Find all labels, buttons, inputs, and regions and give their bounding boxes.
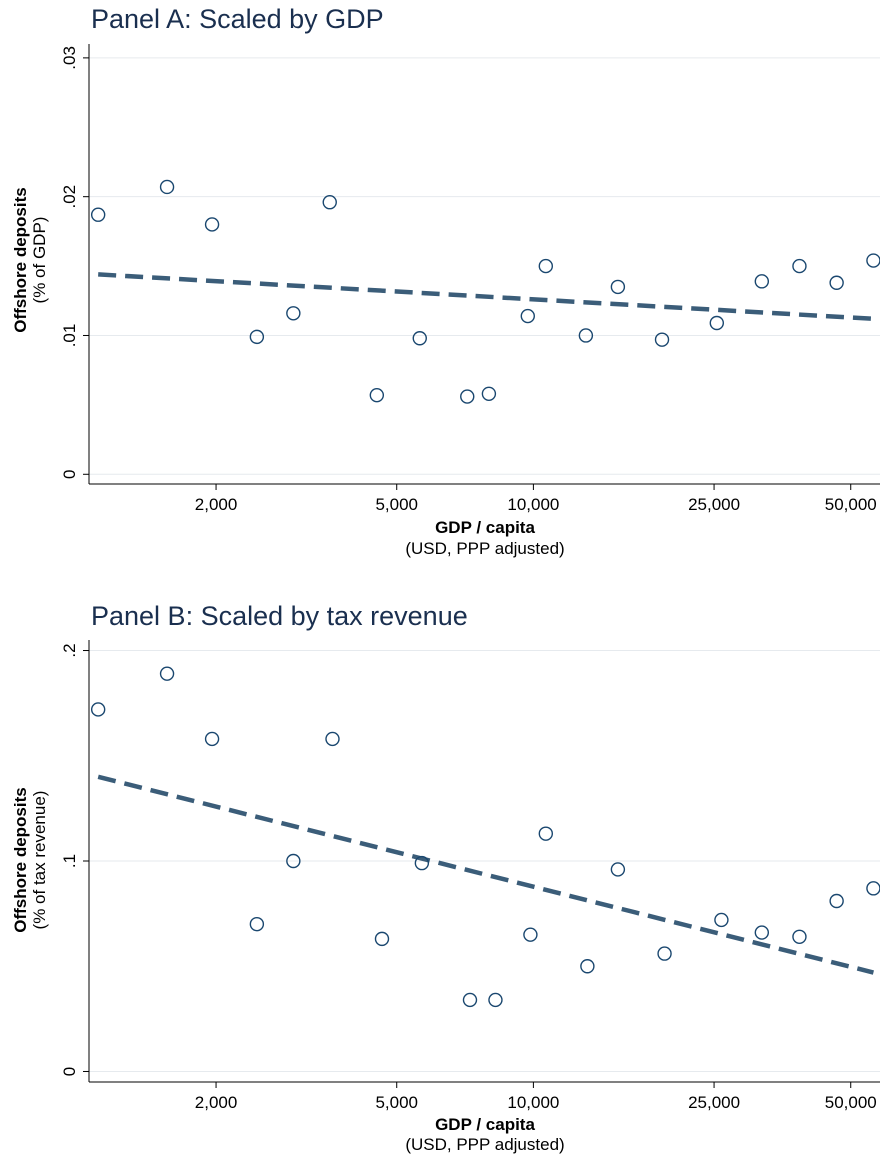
data-point xyxy=(866,253,880,268)
data-point xyxy=(523,927,538,942)
data-point xyxy=(481,386,497,401)
data-point xyxy=(792,929,807,944)
data-point xyxy=(286,853,301,869)
data-point xyxy=(204,217,220,232)
x-tick-label: 5,000 xyxy=(375,1093,418,1112)
data-point xyxy=(462,992,478,1008)
y-tick-label: 0 xyxy=(60,470,79,479)
data-point xyxy=(90,207,106,222)
data-point xyxy=(829,893,844,909)
panel-b-plot: 0 .1 .2 2,000 5,000 10,000 25,000 50,000 GDP / c… xyxy=(11,640,880,1154)
data-point xyxy=(520,308,535,324)
x-axis-subtitle: (USD, PPP adjusted) xyxy=(405,1135,564,1154)
data-point xyxy=(488,992,503,1008)
y-axis-subtitle: (% of GDP) xyxy=(30,217,49,304)
data-point xyxy=(249,916,265,932)
x-axis-title: GDP / capita xyxy=(435,518,535,537)
data-point xyxy=(159,179,175,195)
panel-a-title: Panel A: Scaled by GDP xyxy=(91,4,384,34)
data-point xyxy=(654,332,670,347)
data-point xyxy=(754,925,770,940)
panel-b-title: Panel B: Scaled by tax revenue xyxy=(91,601,468,631)
x-tick-label: 25,000 xyxy=(688,1093,740,1112)
y-axis-title: Offshore deposits xyxy=(11,187,30,332)
data-point xyxy=(322,195,337,210)
data-point xyxy=(866,881,880,896)
y-axis-title: Offshore deposits xyxy=(11,787,30,932)
x-tick-label: 50,000 xyxy=(825,1093,877,1112)
x-axis-subtitle: (USD, PPP adjusted) xyxy=(405,539,564,558)
data-point xyxy=(578,328,594,343)
data-point xyxy=(657,946,672,961)
data-point xyxy=(792,258,807,274)
x-axis-title: GDP / capita xyxy=(435,1115,535,1134)
y-tick-label: .01 xyxy=(60,324,79,348)
x-tick-label: 50,000 xyxy=(825,495,877,514)
x-tick-label: 2,000 xyxy=(195,1093,238,1112)
data-point xyxy=(460,389,475,404)
y-tick-label: .1 xyxy=(60,854,79,868)
panel-a-plot: 0 .01 .02 .03 2,000 5,000 10,000 25,000 50,000 GD… xyxy=(11,44,880,558)
y-tick-label: .02 xyxy=(60,185,79,209)
data-point xyxy=(754,274,770,289)
data-point xyxy=(610,279,626,295)
data-point xyxy=(204,731,220,747)
x-tick-label: 2,000 xyxy=(195,495,238,514)
data-point xyxy=(325,731,340,747)
x-tick-label: 5,000 xyxy=(375,495,418,514)
data-point xyxy=(709,315,725,331)
y-tick-label: 0 xyxy=(60,1067,79,1076)
data-point xyxy=(610,862,626,877)
data-point xyxy=(159,666,175,681)
y-axis-subtitle: (% of tax revenue) xyxy=(30,791,49,930)
data-point xyxy=(714,912,729,928)
data-point xyxy=(829,275,844,290)
data-point xyxy=(90,702,106,717)
x-tick-label: 25,000 xyxy=(688,495,740,514)
data-point xyxy=(249,329,265,345)
data-point xyxy=(580,959,595,974)
data-point xyxy=(374,931,390,947)
data-point xyxy=(412,331,427,346)
fit-line xyxy=(97,774,874,975)
x-tick-label: 10,000 xyxy=(507,1093,559,1112)
x-tick-label: 10,000 xyxy=(507,495,559,514)
y-tick-label: .03 xyxy=(60,46,79,70)
data-point xyxy=(286,306,301,321)
data-point xyxy=(414,855,430,871)
data-point xyxy=(538,826,554,841)
data-point xyxy=(538,258,554,274)
y-tick-label: .2 xyxy=(60,643,79,657)
fit-line xyxy=(98,272,874,322)
data-point xyxy=(369,387,385,403)
